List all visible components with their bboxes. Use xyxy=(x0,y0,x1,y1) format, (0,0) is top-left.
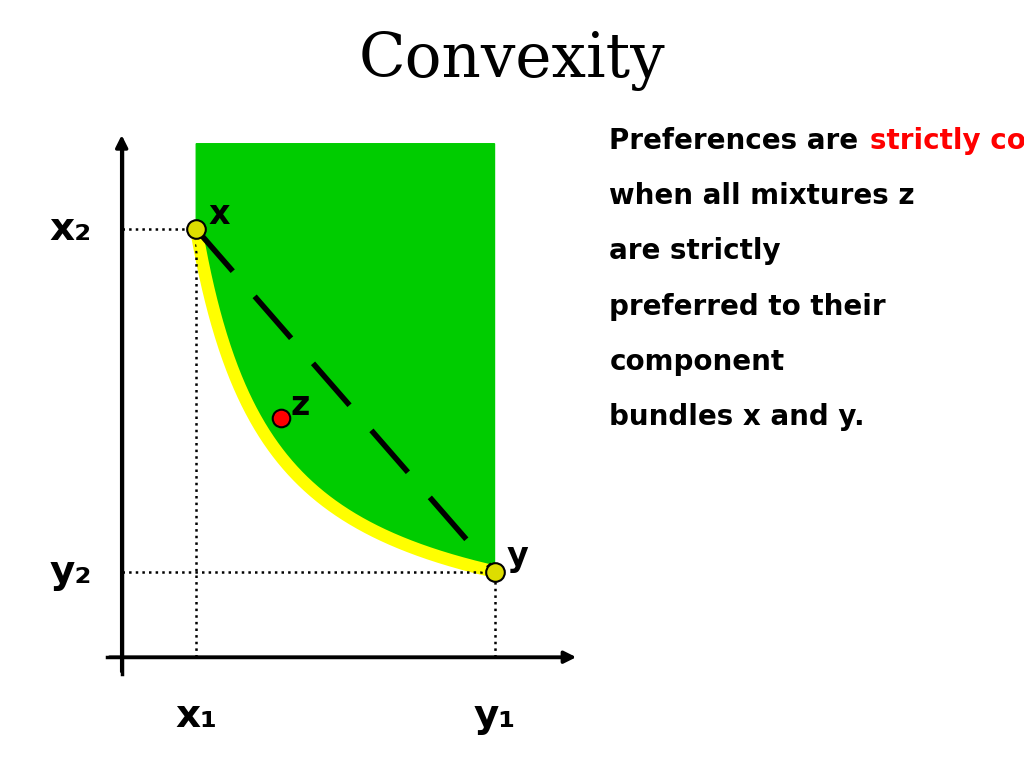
Text: y₁: y₁ xyxy=(473,697,516,735)
Point xyxy=(272,412,289,424)
Polygon shape xyxy=(197,144,495,571)
Point xyxy=(486,565,503,578)
Text: bundles x and y.: bundles x and y. xyxy=(609,403,865,431)
Text: preferred to their: preferred to their xyxy=(609,293,886,320)
Text: when all mixtures z: when all mixtures z xyxy=(609,182,914,210)
Text: x₂: x₂ xyxy=(50,210,92,248)
Text: Convexity: Convexity xyxy=(358,31,666,91)
Text: are strictly: are strictly xyxy=(609,237,781,265)
Text: strictly convex: strictly convex xyxy=(870,127,1024,154)
Text: component: component xyxy=(609,348,784,376)
Text: y: y xyxy=(507,540,528,573)
Text: x: x xyxy=(209,197,230,230)
Text: z: z xyxy=(291,389,310,422)
Text: x₁: x₁ xyxy=(175,697,217,735)
Point xyxy=(188,223,205,236)
Text: Preferences are: Preferences are xyxy=(609,127,868,154)
Text: y₂: y₂ xyxy=(49,553,92,591)
